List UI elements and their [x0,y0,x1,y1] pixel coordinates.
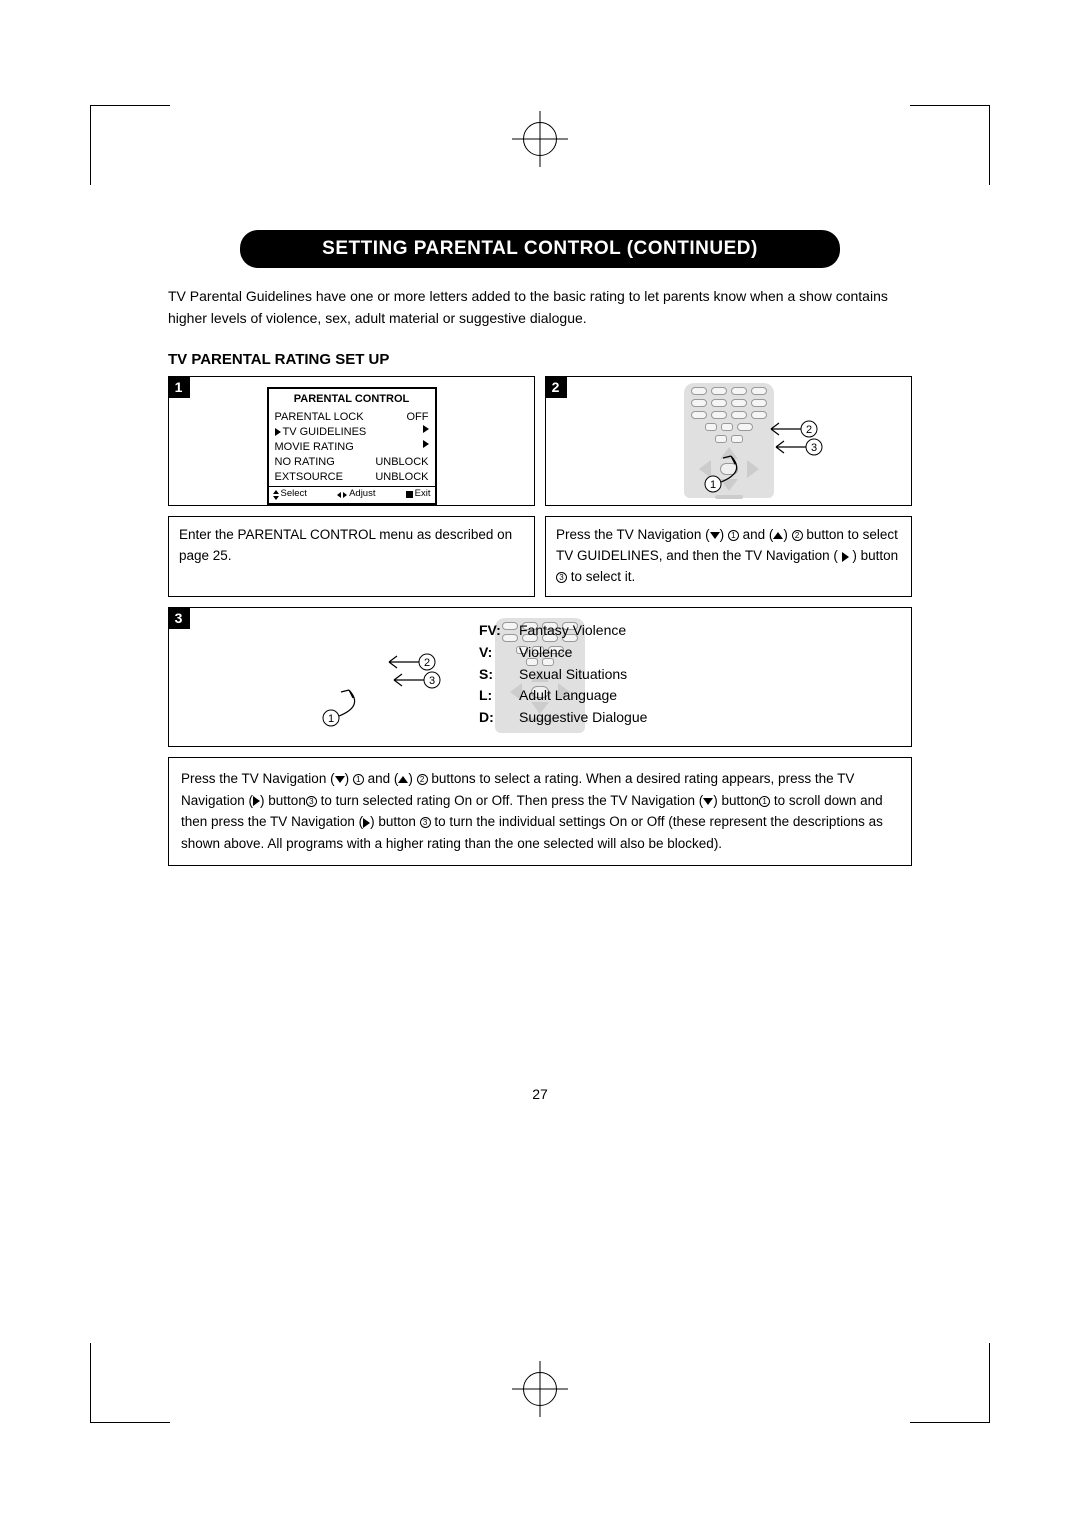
nav-up-icon [398,776,408,783]
registration-mark-bottom [523,1372,557,1406]
rating-key: V: [479,642,519,664]
rating-value: Suggestive Dialogue [519,707,647,729]
instruction-2: Press the TV Navigation () 1 and () 2 bu… [545,516,912,597]
steps-row-2: 3 2 3 1 FV:Fantasy Violence [168,607,912,747]
callout-1: 1 [701,452,751,497]
circled-3-icon: 3 [306,796,317,807]
ratings-legend: FV:Fantasy Violence V:Violence S:Sexual … [479,620,679,728]
rating-value: Violence [519,642,572,664]
circled-3-icon: 3 [556,572,567,583]
pc-row-value: OFF [407,410,429,425]
rating-key: FV: [479,620,519,642]
step-number-2: 2 [545,376,567,398]
instruction-3: Press the TV Navigation () 1 and () 2 bu… [168,757,912,865]
step-number-3: 3 [168,607,190,629]
crop-mark-br [910,1343,990,1423]
rating-key: D: [479,707,519,729]
callout-3: 3 [776,435,826,470]
pc-menu-footer: Select Adjust Exit [269,486,435,503]
pc-row-value: UNBLOCK [375,455,428,470]
crop-mark-tr [910,105,990,185]
nav-right-icon [842,552,849,562]
svg-text:3: 3 [811,442,817,454]
pc-row-label: TV GUIDELINES [275,425,367,440]
callout-1: 1 [319,686,369,731]
svg-text:3: 3 [429,675,435,687]
pc-row-value: UNBLOCK [375,470,428,485]
pc-row-label: MOVIE RATING [275,440,354,455]
nav-down-icon [710,532,720,539]
step-3-box: 3 2 3 1 FV:Fantasy Violence [168,607,912,747]
circled-2-icon: 2 [417,774,428,785]
arrow-right-icon [423,425,429,433]
intro-text: TV Parental Guidelines have one or more … [168,286,912,329]
circled-2-icon: 2 [792,530,803,541]
rating-value: Sexual Situations [519,664,627,686]
section-heading: TV PARENTAL RATING SET UP [168,351,912,368]
page-title: SETTING PARENTAL CONTROL (CONTINUED) [240,230,840,268]
page-content: SETTING PARENTAL CONTROL (CONTINUED) TV … [168,230,912,866]
nav-right-icon [253,796,260,806]
callout-3: 3 [394,668,444,703]
nav-down-icon [703,798,713,805]
registration-mark-top [523,122,557,156]
step-1-box: 1 PARENTAL CONTROL PARENTAL LOCK OFF TV G… [168,376,535,506]
caret-icon [275,428,281,436]
crop-mark-tl [90,105,170,185]
svg-text:1: 1 [328,713,334,725]
pc-menu-title: PARENTAL CONTROL [269,389,435,409]
rating-key: S: [479,664,519,686]
nav-down-icon [335,776,345,783]
steps-row-1: 1 PARENTAL CONTROL PARENTAL LOCK OFF TV G… [168,376,912,506]
rating-key: L: [479,685,519,707]
instruction-row-1: Enter the PARENTAL CONTROL menu as descr… [168,516,912,597]
step-number-1: 1 [168,376,190,398]
circled-1-icon: 1 [728,530,739,541]
pc-row-label: EXTSOURCE [275,470,343,485]
pc-row-label: PARENTAL LOCK [275,410,364,425]
crop-mark-bl [90,1343,170,1423]
nav-up-icon [773,532,783,539]
svg-text:1: 1 [710,479,716,491]
instruction-1: Enter the PARENTAL CONTROL menu as descr… [168,516,535,597]
page-number: 27 [532,1086,548,1102]
circled-1-icon: 1 [353,774,364,785]
rating-value: Adult Language [519,685,617,707]
circled-3-icon: 3 [420,817,431,828]
circled-1-icon: 1 [759,796,770,807]
parental-control-menu: PARENTAL CONTROL PARENTAL LOCK OFF TV GUI… [267,387,437,505]
rating-value: Fantasy Violence [519,620,626,642]
arrow-right-icon [423,440,429,448]
step-2-box: 2 2 3 1 [545,376,912,506]
pc-row-label: NO RATING [275,455,335,470]
